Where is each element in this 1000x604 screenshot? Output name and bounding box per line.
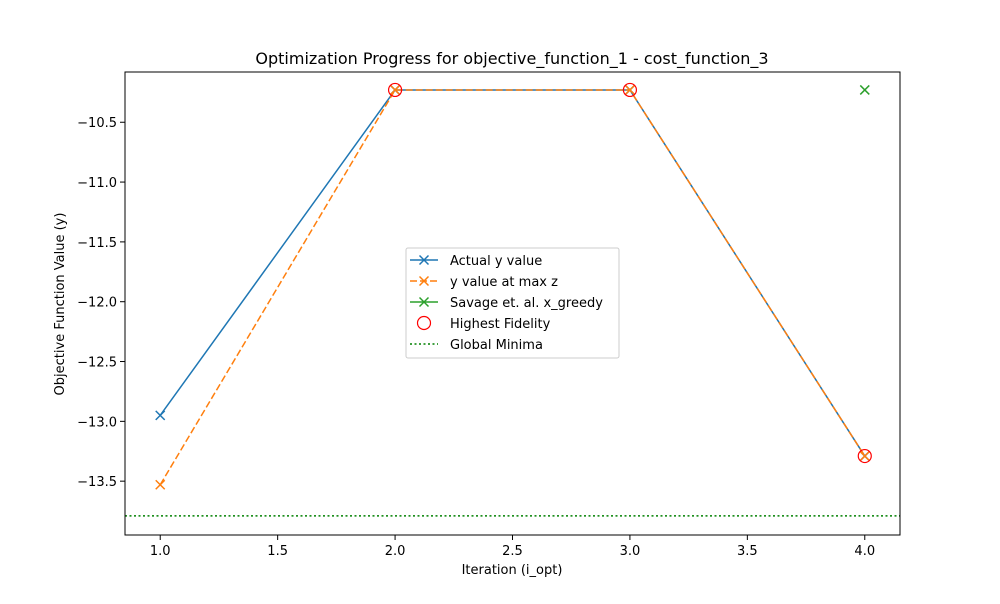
data-point-highest-fidelity [622, 82, 638, 98]
y-tick-label: −12.0 [77, 296, 117, 311]
legend-label-highest-fidelity: Highest Fidelity [450, 317, 551, 332]
legend-marker-y-value-at-max-z [418, 275, 430, 287]
y-tick-label: −13.0 [77, 415, 117, 430]
y-axis-label: Objective Function Value (y) [53, 213, 68, 396]
legend-marker-actual-y-value [418, 254, 430, 266]
legend-label-actual-y-value: Actual y value [450, 254, 542, 269]
legend-label-global-minima: Global Minima [450, 338, 543, 353]
x-tick-label: 2.0 [385, 544, 406, 559]
x-tick-label: 4.0 [854, 544, 875, 559]
chart-title: Optimization Progress for objective_func… [255, 49, 768, 69]
x-tick-label: 2.5 [502, 544, 523, 559]
data-point-y-value-at-max-z [859, 451, 870, 462]
data-point-highest-fidelity [857, 448, 872, 464]
y-tick-label: −12.5 [77, 356, 117, 371]
x-tick-label: 3.0 [620, 544, 641, 559]
legend-label-savage-et-al-x-greedy: Savage et. al. x_greedy [450, 296, 603, 311]
y-tick-label: −11.0 [77, 176, 117, 191]
axes-frame [124, 71, 901, 536]
legend-label-y-value-at-max-z: y value at max z [450, 275, 558, 290]
x-tick-label: 1.5 [267, 544, 288, 559]
data-point-savage-et-al-x-greedy [859, 84, 870, 95]
y-tick-label: −13.5 [77, 475, 117, 490]
data-point-y-value-at-max-z [155, 479, 166, 490]
series-line-y-value-at-max-z [159, 89, 866, 486]
plot-area: 1.0 1.5 2.0 2.5 3.0 3.5 4.0 −13.5 −13.0 −12.5 −12.… [77, 71, 901, 559]
y-tick-label: −11.5 [77, 236, 117, 251]
legend-marker-savage-et-al-x-greedy [418, 296, 430, 308]
y-tick-label: −10.5 [77, 116, 117, 131]
data-point-highest-fidelity [387, 82, 403, 98]
x-tick-label: 3.5 [737, 544, 758, 559]
x-axis-label: Iteration (i_opt) [462, 563, 563, 578]
x-tick-label: 1.0 [150, 544, 171, 559]
data-point-actual-y-value [155, 410, 166, 421]
legend-marker-highest-fidelity [416, 315, 432, 331]
data-point-y-value-at-max-z [624, 84, 635, 95]
legend: Actual y value y value at max z Savage et.… [405, 247, 620, 359]
legend-box [405, 247, 620, 359]
data-point-y-value-at-max-z [390, 84, 401, 95]
